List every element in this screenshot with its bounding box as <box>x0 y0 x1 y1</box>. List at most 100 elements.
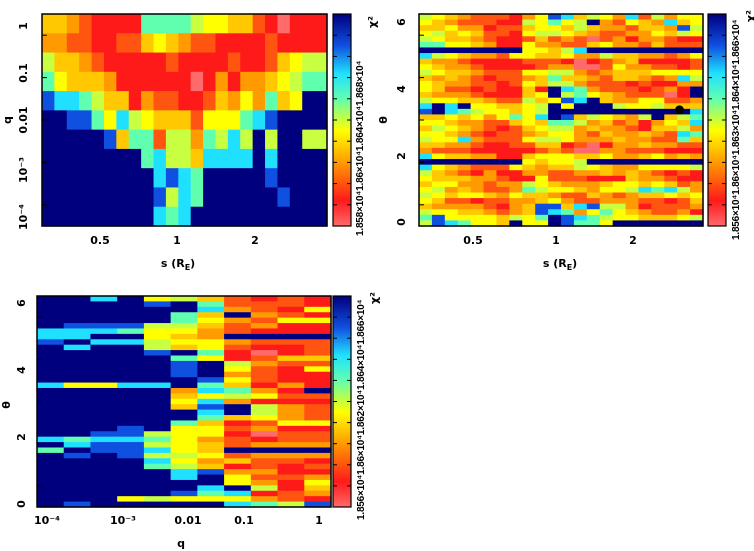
heatmap-cell <box>250 447 279 454</box>
heatmap-cell <box>509 142 523 149</box>
heatmap-cell <box>677 19 691 26</box>
heatmap-cell <box>535 131 549 138</box>
heatmap-cell <box>548 153 562 160</box>
heatmap-cell <box>457 175 472 182</box>
heatmap-cell <box>117 474 145 481</box>
heatmap-cell <box>599 58 614 65</box>
heatmap-cell <box>457 114 472 121</box>
heatmap-cell <box>128 33 142 54</box>
heatmap-cell <box>143 490 172 497</box>
heatmap-cell <box>178 110 192 131</box>
heatmap-cell <box>483 147 498 155</box>
heatmap-cell <box>573 164 588 171</box>
heatmap-cell <box>90 436 118 443</box>
heatmap-cell <box>444 214 459 222</box>
colorbar-labels: 1.858×10⁴ 1.86×10⁴ 1.864×10⁴ 1.868×10⁴ <box>355 60 366 236</box>
heatmap-cell <box>561 136 575 143</box>
heatmap-cell <box>170 490 198 497</box>
heatmap-cell <box>170 339 198 346</box>
heatmap-cell <box>190 129 204 150</box>
heatmap-cell <box>444 47 459 54</box>
heatmap-cell <box>457 47 472 54</box>
heatmap-cell <box>690 153 704 160</box>
heatmap-cell <box>250 350 279 357</box>
heatmap-cell <box>638 80 652 88</box>
heatmap-cell <box>651 103 665 110</box>
heatmap-cell <box>165 33 179 54</box>
heatmap-cell <box>690 120 704 127</box>
heatmap-cell <box>625 164 640 171</box>
heatmap-cell <box>203 91 217 111</box>
heatmap-cell <box>143 387 172 394</box>
heatmap-cell <box>54 33 68 54</box>
heatmap-cell <box>128 14 142 34</box>
heatmap-cell <box>573 47 588 54</box>
heatmap-cell <box>509 125 523 132</box>
heatmap-cell <box>117 333 145 340</box>
heatmap-cell <box>573 147 588 155</box>
heatmap-cell <box>153 91 167 111</box>
heatmap-cell <box>638 47 652 54</box>
heatmap-cell <box>419 159 433 166</box>
heatmap-cell <box>66 148 80 169</box>
heatmap-cell <box>63 485 92 492</box>
heatmap-cell <box>651 36 665 43</box>
heatmap-cell <box>522 209 536 216</box>
heatmap-cell <box>277 296 305 303</box>
heatmap-cell <box>677 209 691 216</box>
heatmap-cell <box>224 415 252 422</box>
heatmap-cell <box>677 114 691 121</box>
heatmap-cell <box>586 41 601 49</box>
heatmap-cell <box>116 129 130 150</box>
heatmap-cell <box>586 92 601 99</box>
heatmap-cell <box>496 30 510 37</box>
heatmap-cell <box>651 220 665 227</box>
heatmap-cell <box>79 187 93 208</box>
heatmap-cell <box>178 129 192 150</box>
heatmap-cell <box>277 344 305 351</box>
heatmap-cell <box>224 436 252 443</box>
heatmap-cell <box>117 490 145 497</box>
heatmap-cell <box>509 80 523 88</box>
heatmap-cell <box>586 30 601 37</box>
heatmap-cell <box>522 86 536 93</box>
heatmap-cell <box>599 192 614 199</box>
heatmap-cell <box>548 30 562 37</box>
heatmap-cell <box>573 108 588 116</box>
heatmap-cell <box>612 136 627 143</box>
heatmap-cell <box>599 198 614 205</box>
heatmap-cell <box>561 131 575 138</box>
heatmap-cell <box>227 33 241 54</box>
heatmap-cell <box>170 436 198 443</box>
heatmap-cell <box>690 209 704 216</box>
heatmap-cell <box>116 91 130 111</box>
heatmap-cell <box>170 420 198 427</box>
heatmap-cell <box>625 80 640 88</box>
heatmap-cell <box>419 209 433 216</box>
heatmap-cell <box>63 366 92 373</box>
heatmap-cell <box>224 355 252 362</box>
heatmap-cell <box>612 41 627 49</box>
heatmap-cell <box>625 69 640 76</box>
heatmap-cell <box>651 92 665 99</box>
heatmap-cell <box>444 14 459 21</box>
heatmap-cell <box>215 14 229 34</box>
heatmap-cell <box>419 36 433 43</box>
heatmap-cell <box>522 19 536 26</box>
heatmap-cell <box>54 129 68 150</box>
heatmap-cell <box>224 447 252 454</box>
heatmap-cell <box>573 209 588 216</box>
heatmap-cell <box>457 103 472 110</box>
heatmap-cell <box>117 479 145 486</box>
heatmap-cell <box>612 75 627 82</box>
heatmap-cell <box>573 41 588 49</box>
heatmap-cell <box>599 164 614 171</box>
heatmap-cell <box>304 339 332 346</box>
heatmap-cell <box>690 14 704 21</box>
colorbar-title: χ² <box>366 16 379 28</box>
heatmap-cell <box>277 409 305 416</box>
heatmap-cell <box>509 175 523 182</box>
heatmap-cell <box>197 404 225 411</box>
heatmap-cell <box>535 192 549 199</box>
heatmap-cell <box>522 69 536 76</box>
